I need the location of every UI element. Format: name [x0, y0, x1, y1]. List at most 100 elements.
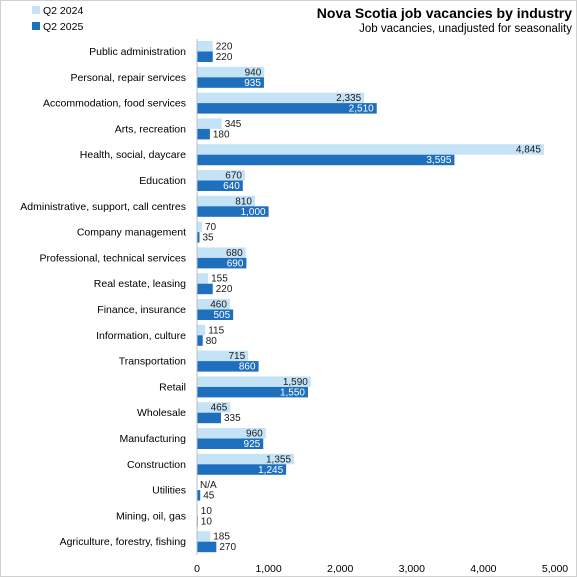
bar-q2-2025 [197, 283, 213, 295]
data-label-q2-2025: 1,550 [280, 387, 305, 398]
data-label-q2-2025: 3,595 [426, 155, 451, 166]
data-label-q2-2024: 345 [225, 119, 242, 130]
data-label-q2-2024: 4,845 [516, 145, 541, 156]
bar-q2-2025 [197, 154, 455, 166]
x-tick-label: 1,000 [255, 563, 281, 575]
x-tick-label: 4,000 [470, 563, 496, 575]
data-label-q2-2025: 1,245 [258, 465, 283, 476]
category-label: Mining, oil, gas [116, 510, 186, 522]
data-label-q2-2024: 670 [225, 171, 242, 182]
data-labels: 2202209409352,3352,5103451804,8453,59567… [200, 42, 541, 554]
bar-q2-2024 [197, 118, 222, 129]
data-label-q2-2025: 2,510 [349, 104, 374, 115]
category-label: Construction [127, 459, 186, 471]
bar-q2-2025 [197, 541, 217, 553]
bar-q2-2024 [197, 144, 544, 155]
bar-q2-2024 [197, 350, 249, 362]
bar-q2-2024 [197, 247, 246, 258]
data-label-q2-2024: 185 [213, 532, 230, 543]
bar-q2-2024 [197, 299, 230, 310]
category-label: Manufacturing [119, 433, 186, 445]
bar-q2-2024 [197, 170, 245, 181]
data-label-q2-2024: 810 [235, 196, 252, 207]
category-label: Retail [159, 381, 186, 393]
data-label-q2-2024: 680 [226, 248, 243, 259]
data-label-q2-2024: 2,335 [336, 93, 361, 104]
category-label: Transportation [119, 356, 186, 368]
bar-q2-2025 [197, 361, 259, 372]
bar-q2-2025 [197, 257, 247, 269]
bar-q2-2024 [197, 428, 266, 439]
data-label-q2-2024: 220 [216, 42, 233, 53]
bar-q2-2025 [197, 438, 264, 449]
data-label-q2-2025: 45 [203, 491, 215, 502]
legend: Q2 2024 Q2 2025 [32, 5, 83, 33]
data-label-q2-2024: 460 [210, 300, 227, 311]
category-label: Wholesale [137, 407, 186, 419]
bar-q2-2024 [197, 66, 265, 78]
x-tick-label: 5,000 [542, 563, 568, 575]
category-label: Agriculture, forestry, fishing [60, 536, 187, 548]
bar-q2-2025 [197, 490, 201, 501]
data-label-q2-2024: 960 [246, 429, 263, 440]
bar-q2-2025 [197, 335, 203, 346]
legend-swatch-q2-2024 [32, 6, 40, 14]
data-label-q2-2024: 155 [211, 274, 228, 285]
data-label-q2-2025: 220 [216, 52, 233, 63]
bar-q2-2025 [197, 128, 210, 140]
category-label: Finance, insurance [97, 304, 186, 316]
category-label: Information, culture [96, 330, 186, 342]
x-tick-label: 3,000 [399, 563, 425, 575]
bar-q2-2024 [197, 92, 365, 104]
data-label-q2-2025: 860 [239, 362, 256, 373]
bar-q2-2024 [197, 402, 231, 413]
data-label-q2-2025: 640 [223, 181, 240, 192]
legend-label-q2-2024: Q2 2024 [43, 5, 83, 17]
bar-q2-2024 [197, 324, 206, 336]
bar-q2-2024 [197, 221, 203, 233]
category-label: Administrative, support, call centres [20, 201, 186, 213]
data-label-q2-2025: 10 [201, 516, 213, 527]
bar-q2-2025 [197, 51, 213, 62]
data-label-q2-2024: 10 [201, 506, 213, 517]
data-label-q2-2025: 1,000 [241, 207, 266, 218]
category-labels: Public administration Personal, repair se… [20, 46, 186, 548]
bar-q2-2025 [197, 77, 264, 88]
bar-q2-2025 [197, 103, 377, 114]
category-label: Health, social, daycare [80, 149, 186, 161]
x-axis-ticks: 0 1,000 2,000 3,000 4,000 5,000 [194, 563, 568, 575]
data-label-q2-2025: 925 [244, 439, 261, 450]
legend-swatch-q2-2025 [32, 22, 40, 30]
category-label: Personal, repair services [70, 72, 186, 84]
data-label-q2-2025: 270 [219, 542, 236, 553]
bar-q2-2025 [197, 412, 221, 424]
category-label: Arts, recreation [115, 123, 186, 135]
bar-q2-2024 [197, 41, 213, 52]
data-label-q2-2025: 505 [213, 310, 230, 321]
x-tick-label: 2,000 [327, 563, 353, 575]
data-label-q2-2025: 335 [224, 413, 241, 424]
category-label: Education [139, 175, 186, 187]
data-label-q2-2024: 1,590 [283, 377, 308, 388]
legend-label-q2-2025: Q2 2025 [43, 21, 83, 33]
bar-q2-2025 [197, 180, 243, 191]
chart-subtitle: Job vacancies, unadjusted for seasonalit… [359, 23, 572, 35]
bars-group [197, 41, 544, 553]
bar-q2-2024 [197, 195, 255, 207]
data-label-q2-2025: 935 [244, 78, 261, 89]
bar-q2-2024 [197, 273, 209, 284]
category-label: Company management [77, 227, 186, 239]
bar-q2-2025 [197, 232, 200, 243]
category-label: Utilities [152, 485, 186, 497]
data-label-q2-2025: 35 [203, 233, 215, 244]
bar-q2-2025 [197, 464, 287, 475]
chart-title: Nova Scotia job vacancies by industry [317, 5, 572, 21]
category-label: Professional, technical services [40, 252, 186, 264]
bar-q2-2024 [197, 453, 295, 465]
data-label-q2-2025: 220 [216, 284, 233, 295]
data-label-q2-2024: 940 [245, 67, 262, 78]
data-label-q2-2024: N/A [200, 480, 217, 491]
data-label-q2-2025: 180 [213, 129, 230, 140]
bar-q2-2025 [197, 386, 308, 398]
